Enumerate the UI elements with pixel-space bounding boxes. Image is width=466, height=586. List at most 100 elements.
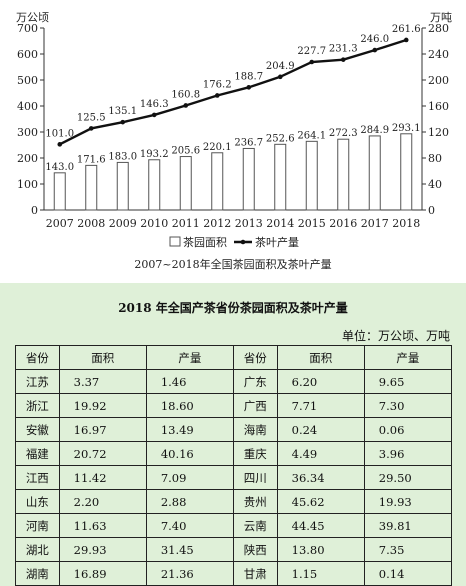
province-cell: 江苏: [15, 369, 60, 394]
value-cell: 0.14: [363, 561, 453, 586]
line-data-label: 176.2: [203, 79, 232, 90]
table-header-cell: 省份: [232, 345, 278, 370]
right-tick-label: 240: [428, 48, 449, 61]
right-tick-label: 200: [428, 74, 449, 87]
x-tick-label: 2007: [46, 217, 74, 230]
value-cell: 2.88: [145, 489, 234, 514]
value-cell: 16.97: [58, 417, 147, 442]
bar: [305, 140, 318, 211]
bar-data-label: 171.6: [77, 154, 106, 165]
value-cell: 6.20: [276, 369, 365, 394]
left-tick-label: 0: [31, 204, 38, 217]
value-cell: 44.45: [276, 513, 365, 538]
bar-data-label: 264.1: [297, 130, 326, 141]
right-tick-label: 0: [428, 204, 435, 217]
table-row: 湖南 16.89 21.36 甘肃 1.15 0.14: [15, 561, 453, 586]
value-cell: 36.34: [276, 465, 365, 490]
chart-svg: 0 100 200 300 400 500 600 700 0 40 80 120 160 200 240 2…: [16, 11, 452, 271]
table-row: 安徽 16.97 13.49 海南 0.24 0.06: [15, 417, 453, 442]
line-point: [246, 85, 252, 90]
left-tick-label: 100: [17, 178, 38, 191]
bar-data-label: 143.0: [45, 162, 74, 173]
value-cell: 16.89: [58, 561, 147, 586]
x-tick-label: 2008: [77, 217, 105, 230]
value-cell: 1.15: [276, 561, 365, 586]
value-cell: 21.36: [145, 561, 234, 586]
line-data-label: 101.0: [45, 128, 74, 139]
table-row: 江西 11.42 7.09 四川 36.34 29.50: [15, 465, 453, 490]
value-cell: 3.96: [363, 441, 453, 466]
value-cell: 7.71: [276, 393, 365, 418]
table-header-cell: 省份: [15, 345, 60, 370]
table-header-row: 省份 面积 产量 省份 面积 产量: [15, 345, 453, 370]
province-cell: 海南: [232, 417, 278, 442]
line-data-label: 204.9: [266, 61, 295, 72]
line-data-label: 188.7: [234, 71, 263, 82]
value-cell: 18.60: [145, 393, 234, 418]
table-row: 江苏 3.37 1.46 广东 6.20 9.65: [15, 369, 453, 394]
province-cell: 湖北: [15, 537, 60, 562]
province-cell: 河南: [15, 513, 60, 538]
left-tick-label: 300: [17, 126, 38, 139]
right-tick-label: 40: [428, 178, 442, 191]
line-point: [88, 126, 94, 131]
province-cell: 安徽: [15, 417, 60, 442]
bar-data-label: 272.3: [329, 128, 358, 139]
bar: [400, 133, 413, 211]
value-cell: 11.42: [58, 465, 147, 490]
x-tick-label: 2013: [235, 217, 263, 230]
bar-data-label: 293.1: [392, 123, 421, 134]
bar-data-label: 252.6: [266, 133, 295, 144]
province-cell: 广西: [232, 393, 278, 418]
chart-panel: 0 100 200 300 400 500 600 700 0 40 80 120 160 200 240 2…: [0, 0, 466, 283]
bar: [148, 159, 161, 211]
value-cell: 31.45: [145, 537, 234, 562]
bar-data-label: 284.9: [360, 125, 389, 136]
right-axis-label: 万吨: [430, 11, 452, 24]
bar: [242, 147, 255, 211]
x-tick-label: 2015: [298, 217, 326, 230]
value-cell: 7.40: [145, 513, 234, 538]
bar: [211, 152, 224, 211]
value-cell: 19.92: [58, 393, 147, 418]
table-title: 2018 年全国产茶省份茶园面积及茶叶产量: [118, 301, 348, 315]
x-tick-label: 2017: [361, 217, 389, 230]
x-tick-label: 2009: [109, 217, 137, 230]
legend-bar-swatch: [169, 236, 181, 247]
table-header-cell: 面积: [58, 345, 147, 370]
bar: [53, 172, 66, 211]
right-tick-label: 160: [428, 100, 449, 113]
left-tick-label: 700: [17, 22, 38, 35]
left-axis-label: 万公顷: [16, 11, 49, 24]
line-data-label: 125.5: [77, 112, 106, 123]
line-point: [403, 37, 409, 43]
province-cell: 湖南: [15, 561, 60, 586]
right-tick-label: 280: [428, 22, 449, 35]
province-cell: 广东: [232, 369, 278, 394]
table-header-cell: 产量: [145, 345, 234, 370]
value-cell: 11.63: [58, 513, 147, 538]
line-point: [151, 112, 157, 118]
line-data-label: 227.7: [297, 46, 326, 57]
value-cell: 39.81: [363, 513, 453, 538]
x-tick-label: 2014: [266, 217, 294, 230]
value-cell: 40.16: [145, 441, 234, 466]
bar-data-label: 205.6: [171, 146, 200, 157]
bar-data-label: 193.2: [140, 149, 169, 160]
value-cell: 29.93: [58, 537, 147, 562]
line-data-label: 261.6: [392, 24, 421, 35]
value-cell: 7.35: [363, 537, 453, 562]
province-cell: 浙江: [15, 393, 60, 418]
value-cell: 20.72: [58, 441, 147, 466]
right-tick-label: 80: [428, 152, 442, 165]
chart-caption: 2007~2018年全国茶园面积及茶叶产量: [134, 257, 331, 271]
value-cell: 7.30: [363, 393, 453, 418]
table-unit: 单位：万公顷、万吨: [341, 329, 450, 343]
value-cell: 7.09: [145, 465, 234, 490]
value-cell: 1.46: [145, 369, 234, 394]
bar-data-label: 236.7: [234, 137, 263, 148]
value-cell: 2.20: [58, 489, 147, 514]
legend-line-marker: [240, 239, 246, 245]
value-cell: 4.49: [276, 441, 365, 466]
bar: [274, 143, 287, 211]
